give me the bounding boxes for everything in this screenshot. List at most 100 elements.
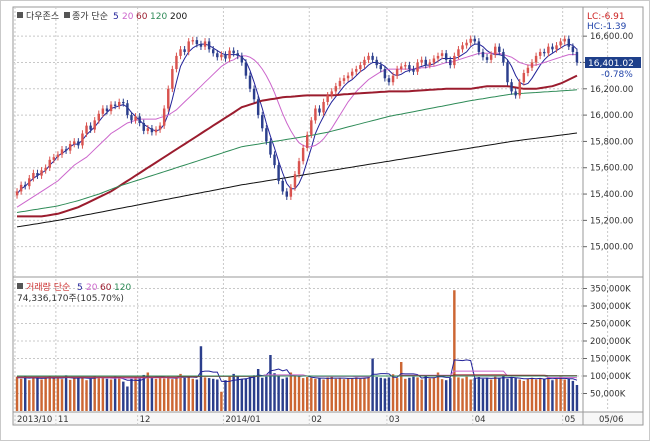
candle-body <box>285 191 289 197</box>
volume-bar <box>432 377 436 411</box>
volume-bar <box>416 377 419 411</box>
candle <box>399 63 403 73</box>
legend-ma20: 20 <box>122 12 134 22</box>
candle <box>547 43 550 57</box>
candle <box>171 65 174 93</box>
candle-body <box>252 88 256 100</box>
volume-bar <box>113 376 117 411</box>
candle-body <box>277 165 280 181</box>
candle-body <box>387 78 391 83</box>
volume-bar <box>555 378 558 411</box>
candle <box>359 61 362 73</box>
volume-bar <box>489 379 493 411</box>
candle-body <box>395 69 399 76</box>
volume-bar <box>395 378 399 411</box>
volume-bar <box>510 377 513 411</box>
candle <box>122 98 125 107</box>
candle <box>68 140 72 154</box>
volume-bar <box>64 375 68 411</box>
candle <box>289 184 293 200</box>
candle-body <box>134 116 137 121</box>
volume-bar <box>36 377 39 411</box>
candle-body <box>73 141 76 145</box>
candle-body <box>216 53 219 58</box>
candle <box>371 52 374 64</box>
candle <box>526 64 530 77</box>
change-badge: -0.78% <box>601 70 633 80</box>
candle <box>162 105 166 129</box>
volume-bar <box>297 376 301 411</box>
candle <box>228 47 231 62</box>
legend-swatch <box>17 283 23 289</box>
volume-bar <box>142 374 145 411</box>
candle <box>252 85 256 103</box>
candle-body <box>126 103 129 116</box>
candle-body <box>477 41 481 52</box>
candle-body <box>297 161 301 175</box>
candle <box>453 52 456 69</box>
legend-swatch <box>17 12 23 18</box>
volume-bars <box>15 290 579 411</box>
candle <box>432 55 436 66</box>
candle <box>530 59 534 72</box>
candle-body <box>44 167 47 171</box>
volume-legend: 거래량 단순 5 20 60 120 74,336,170주(105.70%) <box>17 281 131 304</box>
candle-body <box>514 91 517 96</box>
candle <box>126 99 129 119</box>
candle-body <box>555 45 558 50</box>
candle <box>203 38 207 50</box>
volume-tick-label: 250,000K <box>590 320 631 330</box>
volume-bar <box>240 378 244 411</box>
volume-bar <box>101 378 105 411</box>
volume-bar <box>436 372 440 411</box>
candle <box>510 78 513 95</box>
candle-body <box>551 46 554 50</box>
volume-bar <box>334 378 338 411</box>
candle <box>199 40 203 50</box>
volume-bar <box>493 376 497 411</box>
candle-body <box>171 69 174 89</box>
candle-body <box>346 75 350 79</box>
candle-body <box>117 101 121 106</box>
candle-body <box>416 62 419 72</box>
candle-body <box>334 86 338 92</box>
candle <box>481 48 485 61</box>
volume-bar <box>48 376 51 411</box>
candle-body <box>179 49 182 56</box>
candle-body <box>432 58 436 63</box>
volume-bar <box>530 377 534 411</box>
candle-body <box>440 53 444 56</box>
volume-bar <box>440 379 444 411</box>
candle-body <box>301 148 305 162</box>
candle-body <box>232 50 235 54</box>
volume-bar <box>502 376 505 411</box>
volume-bar <box>322 379 325 411</box>
candle <box>551 43 554 53</box>
candle-body <box>64 149 68 151</box>
volume-bar <box>216 379 219 411</box>
candle <box>424 56 427 69</box>
volume-tick-label: 50,000K <box>590 390 626 400</box>
price-axis <box>582 6 644 278</box>
legend-ma120: 120 <box>150 12 167 22</box>
volume-bar <box>575 384 579 411</box>
volume-bar <box>60 379 64 411</box>
candle <box>175 52 178 73</box>
volume-bar <box>338 377 342 411</box>
candle <box>436 52 440 62</box>
volume-bar <box>371 358 374 411</box>
volume-bar <box>359 378 362 411</box>
candle-body <box>89 125 92 130</box>
candle-body <box>211 49 215 54</box>
candle-body <box>485 57 489 60</box>
legend-volume-label: 거래량 단순 <box>26 281 70 293</box>
candle <box>485 53 489 64</box>
candle <box>32 169 35 182</box>
candle <box>469 35 472 47</box>
candle <box>473 35 477 45</box>
volume-bar <box>220 391 223 411</box>
candle-body <box>330 91 333 96</box>
volume-bar <box>232 373 235 411</box>
